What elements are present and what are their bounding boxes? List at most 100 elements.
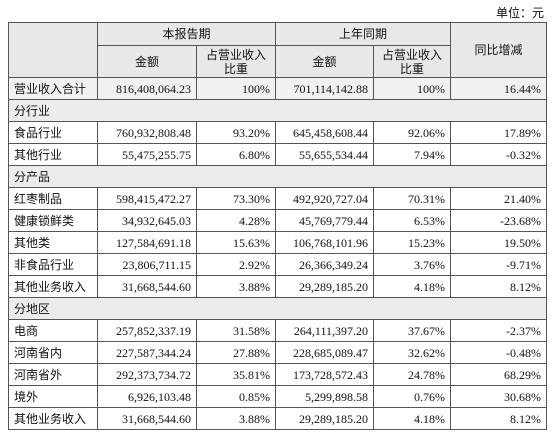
value-cell: -0.32% <box>450 143 548 166</box>
header-cell: 金额 <box>275 45 375 78</box>
section-label: 分行业 <box>7 99 548 122</box>
value-cell: 29,289,185.20 <box>275 407 375 430</box>
row-label: 河南省内 <box>8 341 98 364</box>
section-label: 分产品 <box>7 165 548 188</box>
value-cell: 93.20% <box>195 121 277 144</box>
data-row: 河南省外 292,373,734.72 35.81% 173,728,572.43 24… <box>8 363 548 386</box>
revenue-table: 本报告期 上年同期 同比增减 金额 占营业收入 比重 金额 占营业收入 比重 营业收… <box>7 22 548 430</box>
value-cell: 16.44% <box>450 77 548 100</box>
header-row: 本报告期 上年同期 同比增减 <box>8 22 548 78</box>
header-cell: 占营业收入 比重 <box>373 45 452 78</box>
value-cell: 17.89% <box>450 121 548 144</box>
header-cell: 占营业收入 比重 <box>195 45 277 78</box>
value-cell: 70.31% <box>373 187 452 210</box>
value-cell: 29,289,185.20 <box>275 275 375 298</box>
value-cell: -9.71% <box>450 253 548 276</box>
value-cell: 27.88% <box>195 341 277 364</box>
value-cell: -23.68% <box>450 209 548 232</box>
value-cell: 6.53% <box>373 209 452 232</box>
value-cell: 492,920,727.04 <box>275 187 375 210</box>
header-row: 金额 占营业收入 比重 金额 占营业收入 比重 <box>9 45 547 78</box>
data-row: 其他业务收入 31,668,544.60 3.88% 29,289,185.20 4.1… <box>8 407 548 430</box>
data-row: 健康锁鲜类 34,932,645.03 4.28% 45,769,779.44 6.53… <box>8 209 548 232</box>
row-label: 非食品行业 <box>8 253 98 276</box>
value-cell: 816,408,064.23 <box>97 77 197 100</box>
data-row: 营业收入合计 816,408,064.23 100% 701,114,142.88 10… <box>8 77 548 100</box>
header-line: 比重 <box>224 61 249 76</box>
value-cell: 8.12% <box>450 407 548 430</box>
value-cell: 3.88% <box>195 275 277 298</box>
row-label: 营业收入合计 <box>8 77 98 100</box>
value-cell: 55,655,534.44 <box>275 143 375 166</box>
value-cell: 100% <box>373 77 452 100</box>
value-cell: 19.50% <box>450 231 548 254</box>
value-cell: 127,584,691.18 <box>97 231 197 254</box>
value-cell: 701,114,142.88 <box>275 77 375 100</box>
row-label: 其他类 <box>8 231 98 254</box>
data-row: 其他类 127,584,691.18 15.63% 106,768,101.96 15.… <box>8 231 548 254</box>
header-line: 占营业收入 <box>382 47 443 62</box>
row-label: 食品行业 <box>8 121 98 144</box>
row-label: 红枣制品 <box>8 187 98 210</box>
value-cell: -2.37% <box>450 319 548 342</box>
row-label: 电商 <box>8 319 98 342</box>
header-line: 占营业收入 <box>206 47 267 62</box>
data-row: 其他行业 55,475,255.75 6.80% 55,655,534.44 7.94%… <box>8 143 548 166</box>
value-cell: 228,685,089.47 <box>275 341 375 364</box>
unit-label: 单位：元 <box>495 6 544 20</box>
value-cell: 264,111,397.20 <box>275 319 375 342</box>
value-cell: 598,415,472.27 <box>97 187 197 210</box>
value-cell: 45,769,779.44 <box>275 209 375 232</box>
value-cell: 6.80% <box>195 143 277 166</box>
value-cell: 37.67% <box>373 319 452 342</box>
value-cell: 3.88% <box>195 407 277 430</box>
value-cell: 760,932,808.48 <box>97 121 197 144</box>
section-row: 分行业 <box>7 99 548 122</box>
data-row: 河南省内 227,587,344.24 27.88% 228,685,089.47 32… <box>8 341 548 364</box>
value-cell: 31.58% <box>195 319 277 342</box>
value-cell: 24.78% <box>373 363 452 386</box>
value-cell: 0.76% <box>373 385 452 408</box>
value-cell: 55,475,255.75 <box>97 143 197 166</box>
value-cell: 21.40% <box>450 187 548 210</box>
value-cell: 26,366,349.24 <box>275 253 375 276</box>
value-cell: 292,373,734.72 <box>97 363 197 386</box>
value-cell: 3.76% <box>373 253 452 276</box>
value-cell: -0.48% <box>450 341 548 364</box>
header-cell <box>8 22 98 78</box>
value-cell: 5,299,898.58 <box>275 385 375 408</box>
value-cell: 32.62% <box>373 341 452 364</box>
value-cell: 4.28% <box>195 209 277 232</box>
value-cell: 173,728,572.43 <box>275 363 375 386</box>
value-cell: 73.30% <box>195 187 277 210</box>
value-cell: 30.68% <box>450 385 548 408</box>
data-row: 红枣制品 598,415,472.27 73.30% 492,920,727.04 70… <box>8 187 548 210</box>
value-cell: 6,926,103.48 <box>97 385 197 408</box>
data-row: 电商 257,852,337.19 31.58% 264,111,397.20 37.6… <box>8 319 548 342</box>
value-cell: 68.29% <box>450 363 548 386</box>
header-cell: 本报告期 <box>96 22 277 46</box>
section-row: 分地区 <box>7 297 548 320</box>
value-cell: 106,768,101.96 <box>275 231 375 254</box>
value-cell: 31,668,544.60 <box>97 275 197 298</box>
value-cell: 0.85% <box>195 385 277 408</box>
row-label: 境外 <box>8 385 98 408</box>
value-cell: 15.63% <box>195 231 277 254</box>
value-cell: 31,668,544.60 <box>97 407 197 430</box>
row-label: 其他行业 <box>8 143 98 166</box>
row-label: 其他业务收入 <box>8 407 98 430</box>
header-cell: 上年同期 <box>275 22 452 46</box>
value-cell: 2.92% <box>195 253 277 276</box>
header-cell: 同比增减 <box>450 22 548 78</box>
value-cell: 645,458,608.44 <box>275 121 375 144</box>
value-cell: 4.18% <box>373 275 452 298</box>
data-row: 其他业务收入 31,668,544.60 3.88% 29,289,185.20 4.1… <box>8 275 548 298</box>
value-cell: 23,806,711.15 <box>97 253 197 276</box>
value-cell: 34,932,645.03 <box>97 209 197 232</box>
row-label: 健康锁鲜类 <box>8 209 98 232</box>
row-label: 河南省外 <box>8 363 98 386</box>
header-line: 比重 <box>400 61 425 76</box>
value-cell: 227,587,344.24 <box>97 341 197 364</box>
data-row: 非食品行业 23,806,711.15 2.92% 26,366,349.24 3.76… <box>8 253 548 276</box>
header-cell: 金额 <box>97 45 197 78</box>
